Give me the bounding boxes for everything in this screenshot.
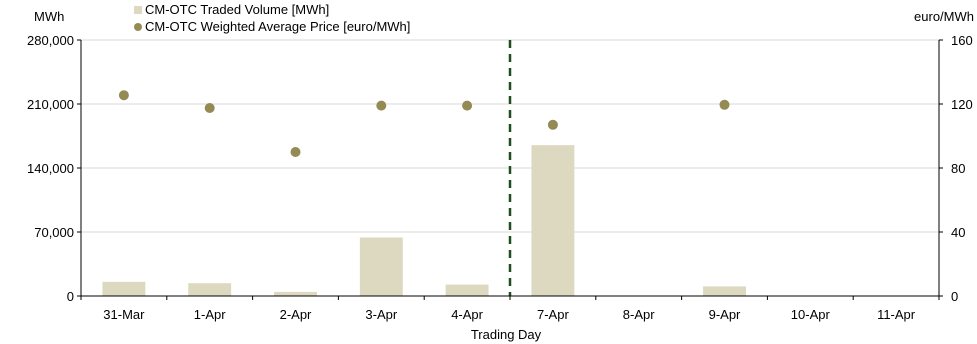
- x-tick-label: 31-Mar: [103, 307, 145, 322]
- price-point: [462, 100, 473, 111]
- x-tick-label: 9-Apr: [709, 307, 741, 322]
- right-tick-label: 160: [951, 33, 973, 48]
- right-tick-label: 0: [951, 289, 958, 304]
- volume-bar: [703, 286, 746, 296]
- volume-bars: [102, 145, 746, 296]
- x-tick-label: 1-Apr: [194, 307, 226, 322]
- volume-bar: [274, 291, 317, 296]
- left-tick-label: 70,000: [34, 225, 74, 240]
- right-tick-label: 40: [951, 225, 965, 240]
- axes: [77, 39, 943, 300]
- price-points: [118, 90, 730, 157]
- legend-price-label: CM-OTC Weighted Average Price [euro/MWh]: [145, 19, 410, 34]
- right-axis-unit: euro/MWh: [914, 9, 974, 24]
- x-tick-label: 4-Apr: [451, 307, 483, 322]
- right-tick-label: 80: [951, 161, 965, 176]
- legend-price-marker: [134, 23, 142, 31]
- volume-bar: [531, 145, 575, 296]
- volume-bar: [188, 283, 232, 296]
- price-point: [719, 99, 730, 110]
- left-axis-unit: MWh: [34, 9, 64, 24]
- price-point: [118, 90, 129, 101]
- x-tick-label: 3-Apr: [365, 307, 397, 322]
- legend: CM-OTC Traded Volume [MWh] CM-OTC Weight…: [134, 2, 410, 34]
- volume-bar: [102, 281, 146, 296]
- price-point: [547, 119, 558, 130]
- volume-bar: [445, 284, 489, 296]
- x-tick-labels: 31-Mar 1-Apr 2-Apr 3-Apr 4-Apr 7-Apr 8-Apr 9-Ap…: [103, 307, 915, 322]
- left-tick-label: 210,000: [27, 97, 74, 112]
- right-tick-label: 120: [951, 97, 973, 112]
- left-tick-labels: 0 70,000 140,000 210,000 280,000: [27, 33, 74, 304]
- x-axis-title: Trading Day: [471, 327, 542, 342]
- x-tick-label: 7-Apr: [537, 307, 569, 322]
- left-tick-label: 280,000: [27, 33, 74, 48]
- x-tick-label: 11-Apr: [877, 307, 916, 322]
- legend-volume-label: CM-OTC Traded Volume [MWh]: [145, 2, 329, 17]
- x-tick-label: 8-Apr: [623, 307, 655, 322]
- left-tick-label: 0: [67, 289, 74, 304]
- price-point: [290, 147, 301, 157]
- price-point: [376, 100, 387, 111]
- left-tick-label: 140,000: [27, 161, 74, 176]
- right-tick-labels: 0 40 80 120 160: [951, 33, 973, 304]
- volume-bar: [359, 237, 403, 296]
- legend-volume-swatch: [134, 6, 142, 14]
- price-point: [204, 103, 215, 113]
- x-tick-label: 10-Apr: [791, 307, 831, 322]
- x-tick-label: 2-Apr: [280, 307, 312, 322]
